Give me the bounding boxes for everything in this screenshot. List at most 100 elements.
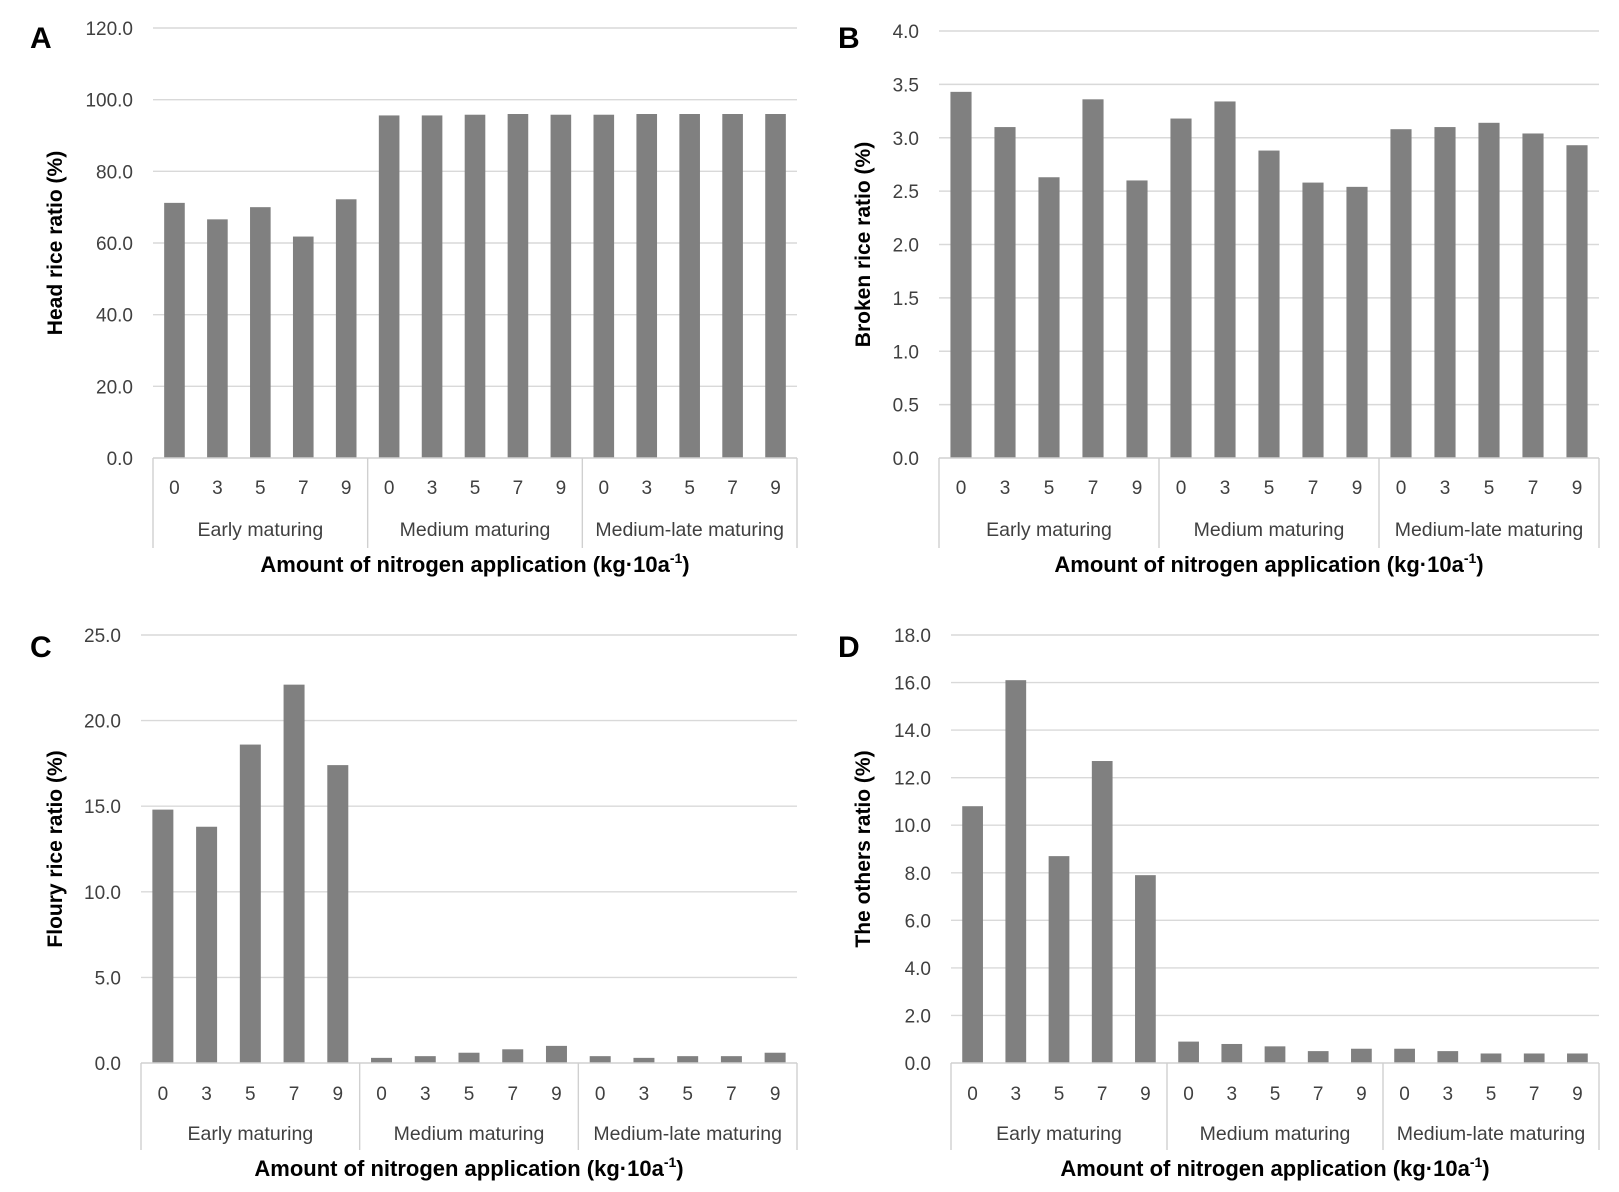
group-label: Medium-late maturing [593,1123,782,1145]
bar [464,114,486,458]
x-tick-label: 5 [1264,478,1275,499]
y-tick-label: 20.0 [96,377,133,398]
group-label: Medium-late maturing [1395,519,1584,541]
bar [1005,680,1027,1063]
x-tick-label: 7 [727,478,738,499]
x-tick-label: 0 [158,1084,169,1105]
y-tick-label: 6.0 [905,911,931,932]
x-tick-label: 3 [639,1084,650,1105]
bar [1390,129,1412,458]
group-label: Early maturing [197,519,323,541]
bar [292,236,314,458]
x-tick-label: 7 [1308,478,1319,499]
bar [545,1045,567,1063]
chart-panel-A: A 0.0 20.0 40.0 60.0 80.0 100.0 120.0 0 3 5 7 9 0 3 5 7 9… [30,19,798,577]
bar [765,114,786,458]
panel-label: D [838,631,860,664]
bar [414,1056,436,1063]
x-tick-label: 7 [289,1084,300,1105]
x-tick-label: 5 [1044,478,1055,499]
x-tick-label: 9 [1352,478,1363,499]
y-tick-label: 12.0 [894,769,931,790]
bar [152,809,174,1063]
group-label: Medium-late maturing [595,519,784,541]
bar [1523,1053,1545,1063]
x-tick-label: 0 [956,478,967,499]
y-axis-label: Broken rice ratio (%) [852,142,875,347]
bar [327,765,349,1063]
group-label: Medium maturing [1194,519,1345,541]
x-tick-label: 3 [427,478,438,499]
bar [994,127,1016,458]
x-axis-label: Amount of nitrogen application (kg·10a-1… [1060,1154,1489,1181]
bar [962,806,983,1063]
bar [1264,1046,1286,1063]
group-label: Early maturing [187,1123,313,1145]
y-tick-label: 60.0 [96,234,133,255]
bar [593,114,615,458]
x-tick-label: 0 [1183,1084,1194,1105]
bar [722,114,743,458]
x-tick-label: 7 [507,1084,518,1105]
bar [250,207,271,458]
group-label: Early maturing [996,1123,1122,1145]
bar [1048,856,1070,1063]
y-tick-label: 3.0 [893,129,919,150]
x-tick-label: 0 [595,1084,606,1105]
bar [1170,118,1192,458]
bar [1351,1048,1372,1063]
bar [458,1052,480,1063]
bar [677,1056,699,1063]
x-tick-label: 0 [1176,478,1187,499]
x-tick-label: 9 [1572,1084,1583,1105]
bar [1135,875,1156,1063]
x-tick-label: 0 [1399,1084,1410,1105]
bar [164,202,185,458]
group-label: Medium maturing [400,519,551,541]
group-label: Medium-late maturing [1397,1123,1586,1145]
x-tick-label: 5 [1054,1084,1065,1105]
x-tick-label: 7 [513,478,524,499]
x-tick-label: 5 [1486,1084,1497,1105]
bar [1178,1041,1199,1063]
bar [378,115,400,458]
bar [1394,1048,1415,1063]
x-tick-label: 9 [1132,478,1143,499]
bar [1221,1043,1243,1063]
bar [1480,1053,1502,1063]
group-label: Early maturing [986,519,1112,541]
panel-label: C [30,631,52,664]
y-tick-label: 14.0 [894,721,931,742]
y-tick-label: 4.0 [905,959,931,980]
y-tick-label: 0.0 [107,449,133,470]
x-tick-label: 7 [298,478,309,499]
y-tick-label: 25.0 [84,626,121,647]
y-tick-label: 2.0 [893,236,919,257]
x-tick-label: 3 [1000,478,1011,499]
x-axis-label: Amount of nitrogen application (kg·10a-1… [1054,550,1483,577]
chart-panel-C: C 0.0 5.0 10.0 15.0 20.0 25.0 0 3 5 7 9 0 3 5 7 9 0 3 5 7 9 Ea… [30,626,798,1181]
x-tick-label: 7 [1529,1084,1540,1105]
x-tick-label: 9 [341,478,352,499]
bar [1522,133,1544,459]
x-tick-label: 5 [255,478,266,499]
x-tick-label: 5 [245,1084,256,1105]
bar [1082,99,1104,458]
x-tick-label: 5 [464,1084,475,1105]
bar [1091,761,1113,1063]
y-tick-label: 100.0 [85,91,133,112]
x-tick-label: 9 [1572,478,1583,499]
x-tick-label: 5 [470,478,481,499]
bar [1258,150,1280,458]
x-tick-label: 3 [420,1084,431,1105]
x-tick-label: 5 [1270,1084,1281,1105]
x-tick-label: 0 [169,478,180,499]
x-tick-label: 3 [212,478,223,499]
bar [633,1057,655,1063]
bar [502,1049,524,1063]
x-tick-label: 7 [1313,1084,1324,1105]
bar [1346,186,1368,459]
bar [1567,1053,1588,1063]
bar [507,114,529,458]
y-tick-label: 0.0 [905,1054,931,1075]
